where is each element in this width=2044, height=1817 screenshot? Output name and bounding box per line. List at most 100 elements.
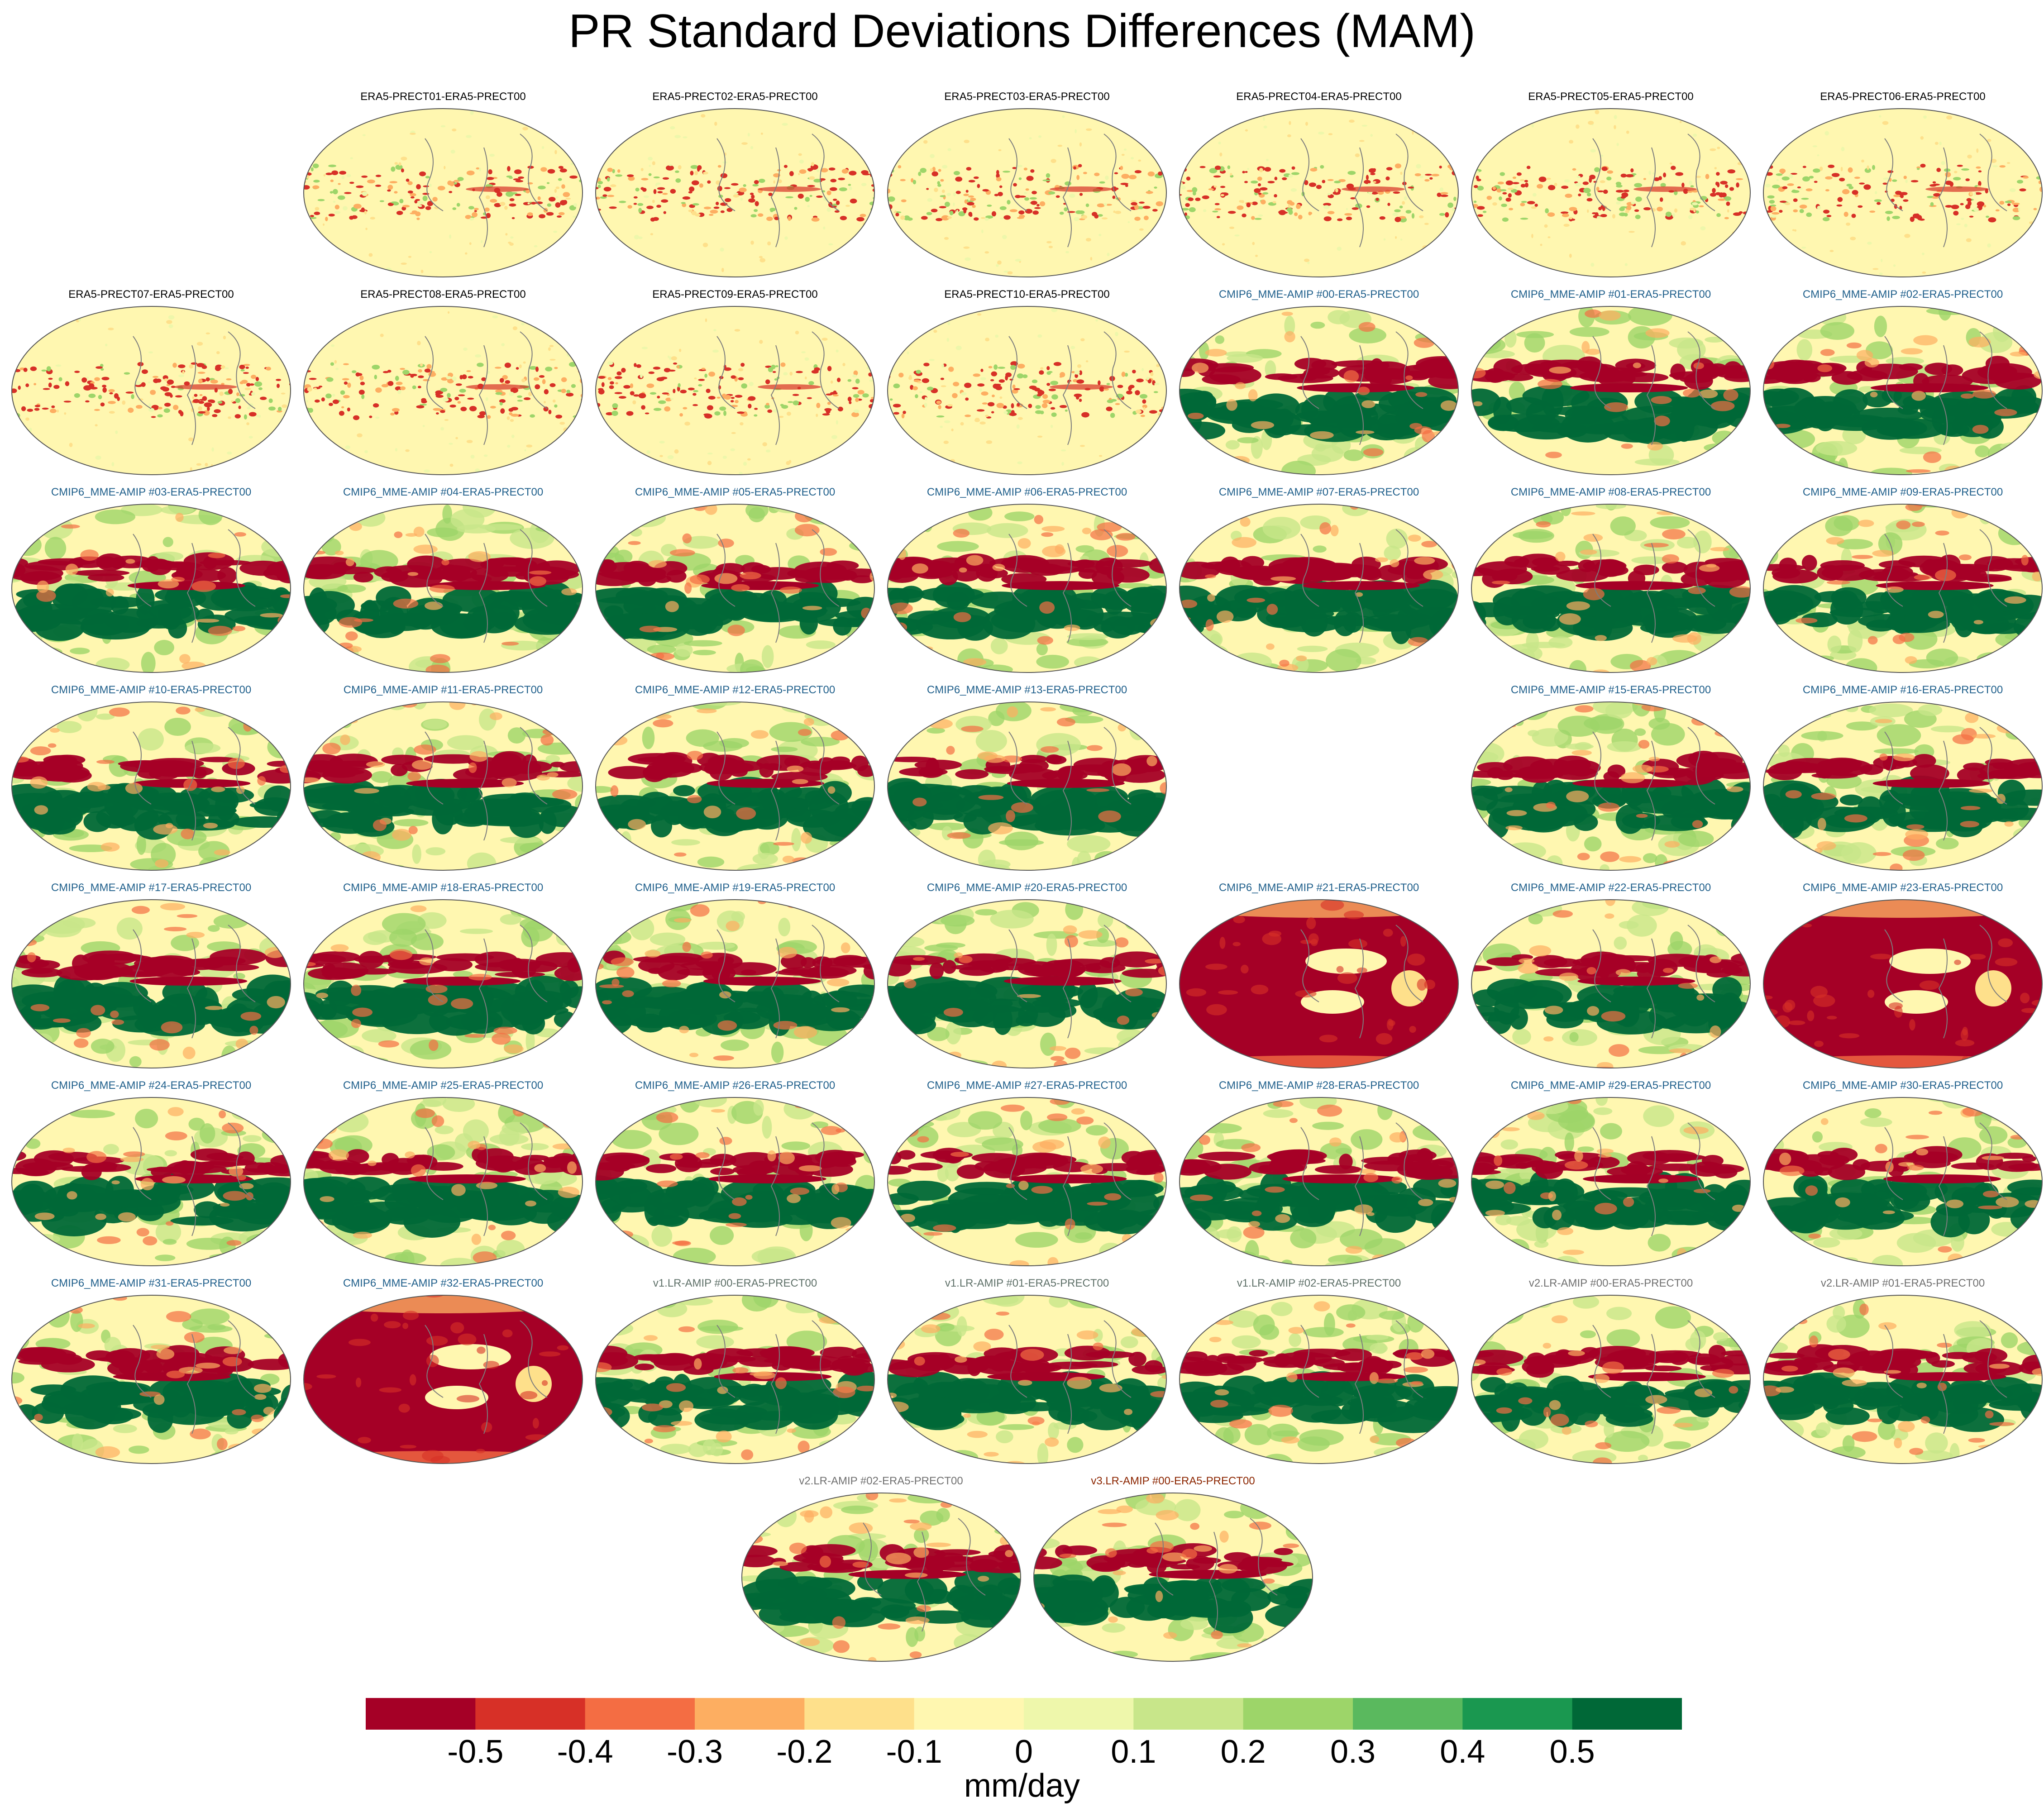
panel-title: CMIP6_MME-AMIP #29-ERA5-PRECT00 (1510, 1079, 1711, 1092)
map-panel: CMIP6_MME-AMIP #06-ERA5-PRECT00 (882, 486, 1172, 676)
colorbar-tick-label: -0.4 (557, 1734, 613, 1770)
map-panel: CMIP6_MME-AMIP #21-ERA5-PRECT00 (1174, 882, 1464, 1072)
map-heatmap (11, 1295, 291, 1464)
map-heatmap (595, 1295, 875, 1464)
map-heatmap (1179, 1295, 1459, 1464)
colorbar-swatch (695, 1698, 805, 1730)
map-panel: v1.LR-AMIP #02-ERA5-PRECT00 (1174, 1277, 1464, 1467)
map-panel: CMIP6_MME-AMIP #26-ERA5-PRECT00 (590, 1079, 880, 1269)
colorbar-swatch (475, 1698, 586, 1730)
panel-title: CMIP6_MME-AMIP #26-ERA5-PRECT00 (635, 1079, 836, 1092)
colorbar-swatch (585, 1698, 695, 1730)
map-panel: CMIP6_MME-AMIP #08-ERA5-PRECT00 (1466, 486, 1756, 676)
map-panel: CMIP6_MME-AMIP #00-ERA5-PRECT00 (1174, 288, 1464, 478)
panel-title: CMIP6_MME-AMIP #28-ERA5-PRECT00 (1218, 1079, 1419, 1092)
map-panel: CMIP6_MME-AMIP #17-ERA5-PRECT00 (6, 882, 296, 1072)
panel-title: CMIP6_MME-AMIP #09-ERA5-PRECT00 (1802, 486, 2003, 498)
panel-title: CMIP6_MME-AMIP #20-ERA5-PRECT00 (926, 882, 1127, 894)
map-heatmap (303, 701, 583, 871)
panel-title: ERA5-PRECT01-ERA5-PRECT00 (360, 91, 526, 103)
panel-title: ERA5-PRECT04-ERA5-PRECT00 (1236, 91, 1402, 103)
map-panel: CMIP6_MME-AMIP #22-ERA5-PRECT00 (1466, 882, 1756, 1072)
map-heatmap (887, 504, 1167, 673)
map-panel: v3.LR-AMIP #00-ERA5-PRECT00 (1028, 1475, 1318, 1665)
panel-title: ERA5-PRECT07-ERA5-PRECT00 (68, 288, 234, 300)
map-heatmap (1471, 701, 1751, 871)
panel-title: CMIP6_MME-AMIP #06-ERA5-PRECT00 (926, 486, 1127, 498)
map-panel: CMIP6_MME-AMIP #15-ERA5-PRECT00 (1466, 684, 1756, 874)
colorbar-tick-label: 0 (1014, 1734, 1033, 1770)
map-panel: v1.LR-AMIP #00-ERA5-PRECT00 (590, 1277, 880, 1467)
map-panel: CMIP6_MME-AMIP #28-ERA5-PRECT00 (1174, 1079, 1464, 1269)
colorbar-tick-label: -0.5 (447, 1734, 504, 1770)
panel-title: ERA5-PRECT06-ERA5-PRECT00 (1820, 91, 1986, 103)
colorbar (366, 1698, 1682, 1730)
map-heatmap (1179, 306, 1459, 475)
map-panel: CMIP6_MME-AMIP #01-ERA5-PRECT00 (1466, 288, 1756, 478)
colorbar-swatch (1353, 1698, 1463, 1730)
panel-title: CMIP6_MME-AMIP #13-ERA5-PRECT00 (926, 684, 1127, 696)
colorbar-swatch (914, 1698, 1024, 1730)
map-panel: ERA5-PRECT10-ERA5-PRECT00 (882, 288, 1172, 478)
map-panel: ERA5-PRECT05-ERA5-PRECT00 (1466, 91, 1756, 281)
colorbar-tick-label: 0.1 (1111, 1734, 1156, 1770)
panel-title: CMIP6_MME-AMIP #22-ERA5-PRECT00 (1510, 882, 1711, 894)
colorbar-tick-label: 0.4 (1440, 1734, 1485, 1770)
colorbar-swatch (1024, 1698, 1134, 1730)
map-heatmap (1179, 108, 1459, 277)
map-panel: v2.LR-AMIP #02-ERA5-PRECT00 (736, 1475, 1026, 1665)
panel-title: ERA5-PRECT08-ERA5-PRECT00 (360, 288, 526, 300)
map-panel: CMIP6_MME-AMIP #31-ERA5-PRECT00 (6, 1277, 296, 1467)
panel-title: CMIP6_MME-AMIP #10-ERA5-PRECT00 (51, 684, 252, 696)
map-panel: CMIP6_MME-AMIP #24-ERA5-PRECT00 (6, 1079, 296, 1269)
panel-title: v1.LR-AMIP #00-ERA5-PRECT00 (653, 1277, 817, 1289)
panel-title: ERA5-PRECT10-ERA5-PRECT00 (944, 288, 1110, 300)
map-heatmap (1471, 306, 1751, 475)
map-heatmap (595, 306, 875, 475)
map-panel: CMIP6_MME-AMIP #03-ERA5-PRECT00 (6, 486, 296, 676)
panel-title: CMIP6_MME-AMIP #18-ERA5-PRECT00 (343, 882, 544, 894)
map-panel: ERA5-PRECT04-ERA5-PRECT00 (1174, 91, 1464, 281)
colorbar-swatch (1133, 1698, 1244, 1730)
map-heatmap (741, 1493, 1021, 1662)
map-heatmap (11, 504, 291, 673)
map-heatmap (1471, 108, 1751, 277)
colorbar-units: mm/day (964, 1768, 1080, 1804)
map-panel: ERA5-PRECT08-ERA5-PRECT00 (298, 288, 588, 478)
colorbar-tick-label: 0.2 (1220, 1734, 1266, 1770)
map-panel: ERA5-PRECT01-ERA5-PRECT00 (298, 91, 588, 281)
map-heatmap (11, 1097, 291, 1266)
map-heatmap (887, 899, 1167, 1068)
panel-title: v3.LR-AMIP #00-ERA5-PRECT00 (1091, 1475, 1255, 1487)
colorbar-swatch (1572, 1698, 1682, 1730)
map-heatmap (595, 899, 875, 1068)
map-heatmap (887, 306, 1167, 475)
panel-title: ERA5-PRECT09-ERA5-PRECT00 (652, 288, 818, 300)
panel-title: CMIP6_MME-AMIP #12-ERA5-PRECT00 (635, 684, 836, 696)
page-title: PR Standard Deviations Differences (MAM) (568, 5, 1476, 57)
panel-title: CMIP6_MME-AMIP #02-ERA5-PRECT00 (1802, 288, 2003, 300)
map-panel: CMIP6_MME-AMIP #05-ERA5-PRECT00 (590, 486, 880, 676)
map-panel: CMIP6_MME-AMIP #02-ERA5-PRECT00 (1758, 288, 2044, 478)
panel-title: CMIP6_MME-AMIP #30-ERA5-PRECT00 (1802, 1079, 2003, 1092)
map-heatmap (887, 701, 1167, 871)
map-heatmap (303, 306, 583, 475)
map-heatmap (303, 504, 583, 673)
map-heatmap (11, 701, 291, 871)
panel-title: v1.LR-AMIP #01-ERA5-PRECT00 (945, 1277, 1109, 1289)
panel-title: CMIP6_MME-AMIP #11-ERA5-PRECT00 (343, 684, 543, 696)
panel-title: v2.LR-AMIP #01-ERA5-PRECT00 (1820, 1277, 1985, 1289)
panel-title: v2.LR-AMIP #02-ERA5-PRECT00 (799, 1475, 963, 1487)
map-heatmap (11, 899, 291, 1068)
map-panel: CMIP6_MME-AMIP #07-ERA5-PRECT00 (1174, 486, 1464, 676)
map-heatmap (1471, 1097, 1751, 1266)
map-heatmap (1179, 504, 1459, 673)
panel-title: CMIP6_MME-AMIP #17-ERA5-PRECT00 (51, 882, 252, 894)
map-panel: v2.LR-AMIP #00-ERA5-PRECT00 (1466, 1277, 1756, 1467)
map-heatmap (1763, 701, 2043, 871)
colorbar-tick-label: 0.5 (1549, 1734, 1595, 1770)
map-panel: CMIP6_MME-AMIP #12-ERA5-PRECT00 (590, 684, 880, 874)
map-heatmap (595, 108, 875, 277)
map-panel: CMIP6_MME-AMIP #25-ERA5-PRECT00 (298, 1079, 588, 1269)
map-panel: ERA5-PRECT07-ERA5-PRECT00 (6, 288, 296, 478)
